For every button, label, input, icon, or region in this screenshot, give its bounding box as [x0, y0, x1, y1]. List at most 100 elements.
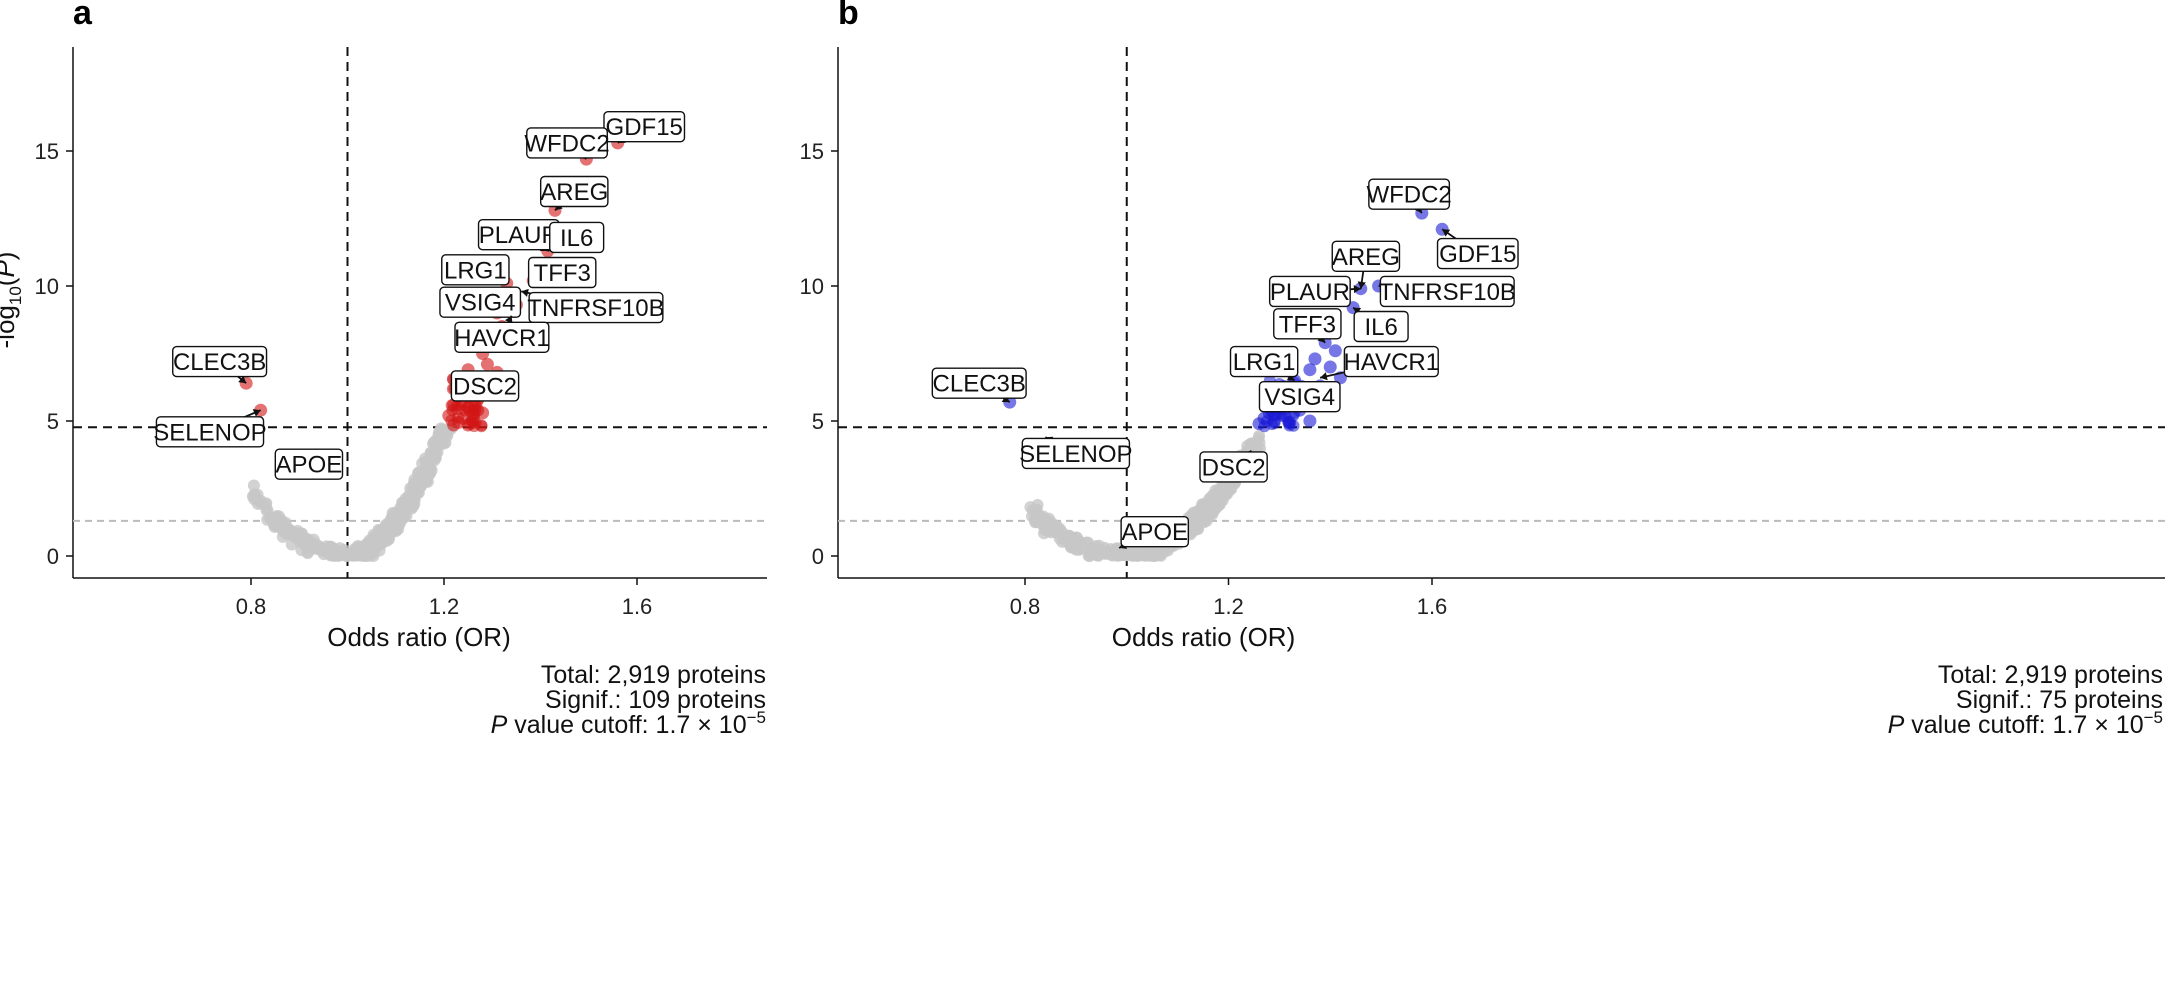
background-point	[1031, 499, 1044, 512]
cutoff-p: P	[1888, 711, 1905, 739]
background-point	[362, 538, 375, 551]
gene-label-box	[1120, 516, 1190, 548]
leader-arrowhead	[521, 288, 529, 297]
background-point	[1112, 548, 1125, 561]
leader-arrowhead	[238, 375, 247, 384]
significant-proteins-text: Signif.: 109 proteins	[545, 686, 766, 714]
gene-label-box	[439, 286, 522, 318]
total-proteins-text: Total: 2,919 proteins	[541, 661, 766, 689]
gene-label-box	[155, 416, 265, 448]
cutoff-label: value cutoff: 1.7 × 10	[507, 711, 746, 739]
x-tick-label: 1.6	[622, 594, 653, 619]
y-tick-label: 5	[47, 409, 59, 434]
leader-arrowhead	[252, 409, 261, 417]
background-point	[1253, 436, 1266, 449]
y-axis-title-open: (	[0, 277, 20, 286]
cutoff-label: value cutoff: 1.7 × 10	[1904, 711, 2143, 739]
background-point	[333, 542, 346, 555]
panel-letter: a	[73, 0, 93, 32]
gene-label-box	[172, 345, 268, 378]
y-axis-title-pre: -log	[0, 305, 20, 348]
y-axis-title-p: P	[0, 260, 20, 278]
significant-point	[464, 417, 477, 430]
gene-label-tnfrsf10b: TNFRSF10B	[527, 295, 664, 322]
gene-label-apoe: APOE	[1121, 519, 1188, 546]
gene-label-box	[1021, 437, 1131, 470]
gene-label-dsc2: DSC2	[453, 373, 517, 400]
background-point	[1198, 516, 1211, 529]
gene-label-box	[603, 110, 686, 143]
gene-label-tnfrsf10b: TNFRSF10B	[1379, 279, 1516, 306]
significant-proteins-text: Signif.: 75 proteins	[1956, 686, 2163, 714]
y-tick-label: 15	[35, 139, 59, 164]
gene-label-box	[450, 370, 520, 402]
gene-label-box	[1268, 275, 1351, 308]
panel-b: b 0 5 10 15 0.8 1.2 1.6 Odds ratio (OR) WFDC2 GDF1…	[800, 0, 2165, 739]
p-value-cutoff-text: P value cutoff: 1.7 × 10−5	[491, 708, 766, 739]
gene-label-box	[1199, 451, 1268, 483]
x-tick-label: 1.2	[429, 594, 460, 619]
background-point	[428, 454, 441, 467]
background-point	[415, 472, 428, 485]
gene-label-box	[454, 321, 550, 353]
background-point	[1032, 512, 1045, 525]
gene-label-box	[1368, 178, 1451, 210]
y-axis-title-close: )	[0, 252, 20, 261]
gene-label-vsig4: VSIG4	[1264, 384, 1335, 411]
y-tick-label: 0	[47, 544, 59, 569]
background-point	[376, 528, 389, 541]
gene-label-vsig4: VSIG4	[445, 290, 516, 317]
x-axis-title: Odds ratio (OR)	[1112, 622, 1296, 652]
gene-label-plaur: PLAUR	[479, 222, 559, 249]
significant-point	[1308, 352, 1322, 366]
background-point	[272, 510, 285, 523]
significant-point	[1323, 360, 1337, 374]
x-tick-label: 0.8	[1010, 594, 1041, 619]
gene-label-box	[526, 127, 608, 159]
gene-label-apoe: APOE	[276, 452, 343, 479]
gene-label-box	[441, 254, 510, 286]
background-point	[407, 500, 420, 513]
leader-arrowhead	[1353, 284, 1361, 294]
x-tick-label: 0.8	[236, 594, 267, 619]
background-point	[302, 546, 315, 559]
y-axis-title: -log10(P)	[0, 252, 25, 349]
gene-label-gdf15: GDF15	[606, 114, 683, 141]
cutoff-exponent: −5	[747, 708, 766, 727]
y-tick-label: 15	[800, 139, 824, 164]
background-point	[1192, 504, 1205, 517]
gene-label-box	[931, 367, 1027, 399]
gene-label-lrg1: LRG1	[1233, 349, 1296, 376]
significant-point	[445, 414, 458, 427]
background-point	[435, 426, 448, 439]
gene-label-selenop: SELENOP	[1019, 441, 1132, 468]
p-value-cutoff-text: P value cutoff: 1.7 × 10−5	[1888, 708, 2163, 739]
significant-point	[450, 400, 463, 413]
significant-point	[463, 405, 476, 418]
gene-label-wfdc2: WFDC2	[1366, 182, 1451, 209]
gene-label-tff3: TFF3	[534, 260, 591, 287]
gene-label-clec3b: CLEC3B	[933, 371, 1026, 398]
y-axis-title-sub: 10	[6, 286, 25, 305]
gene-label-box	[539, 175, 609, 208]
total-proteins-text: Total: 2,919 proteins	[1938, 661, 2163, 689]
background-point	[1059, 534, 1072, 547]
significant-point	[1275, 409, 1288, 422]
gene-label-box	[1436, 237, 1519, 270]
x-tick-label: 1.2	[1213, 594, 1244, 619]
gene-label-box	[1273, 308, 1342, 340]
gene-label-box	[1331, 240, 1401, 273]
background-point	[396, 496, 409, 509]
gene-label-areg: AREG	[1332, 244, 1400, 271]
gene-label-box	[1343, 345, 1439, 378]
significant-point	[1303, 414, 1317, 428]
leader-arrowhead	[1320, 372, 1328, 381]
panel-letter: b	[838, 0, 859, 32]
gene-label-box	[1379, 275, 1515, 308]
y-tick-label: 10	[35, 274, 59, 299]
gene-label-clec3b: CLEC3B	[173, 349, 266, 376]
gene-label-box	[549, 221, 605, 254]
